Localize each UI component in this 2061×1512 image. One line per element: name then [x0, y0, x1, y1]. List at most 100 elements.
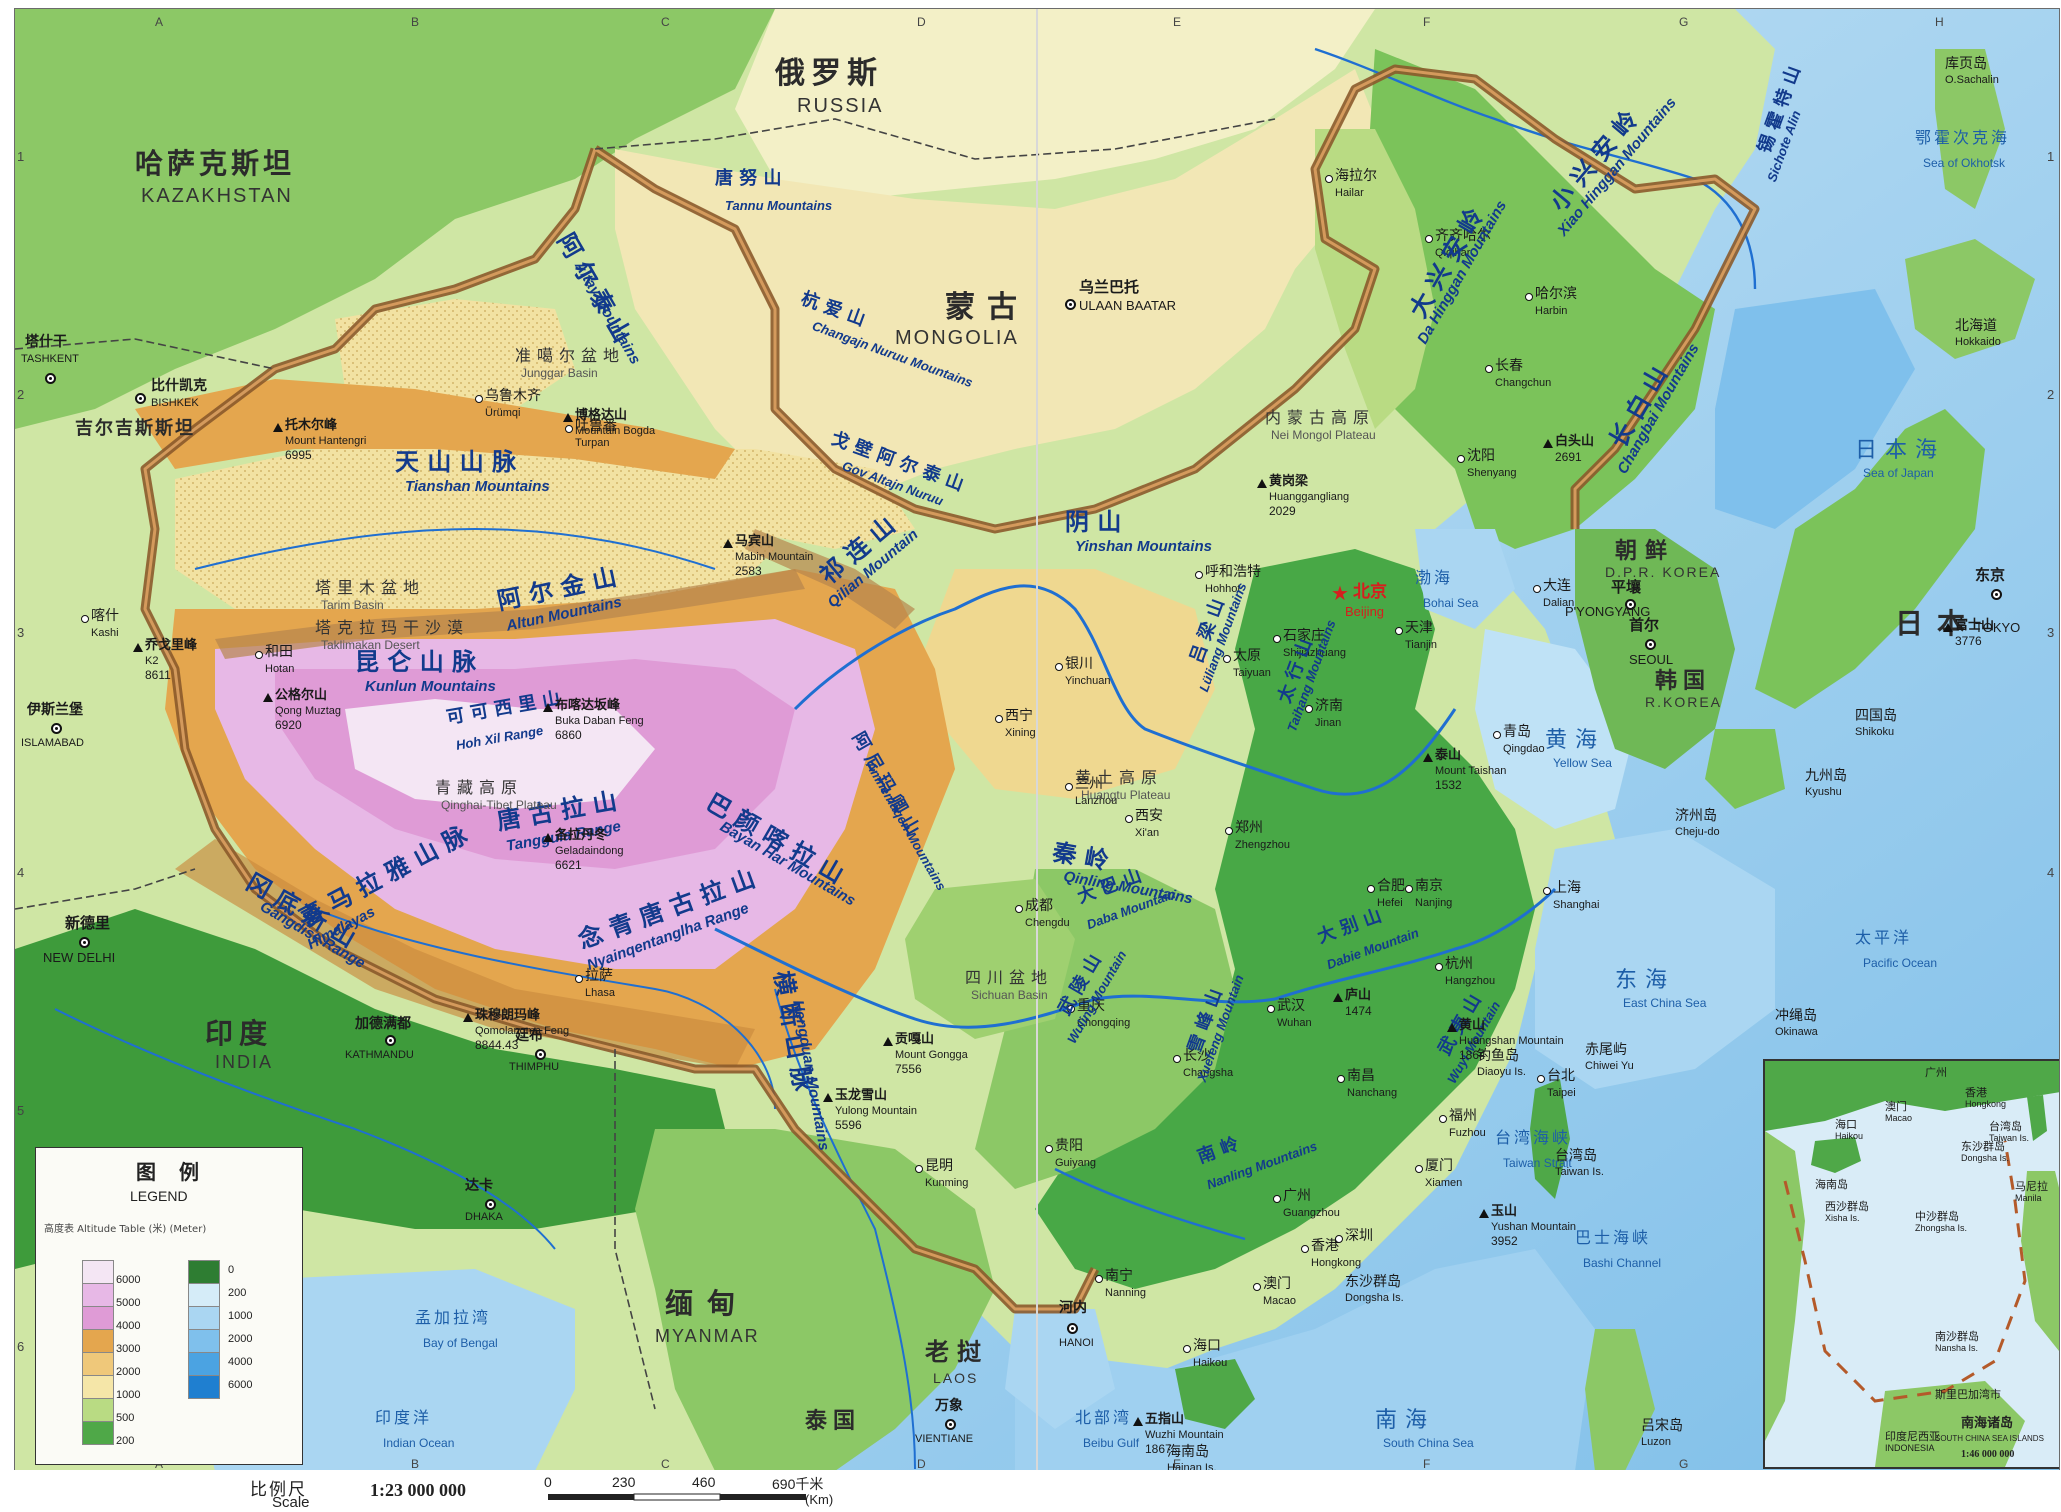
island-label-en: Hokkaido [1955, 336, 2001, 348]
city-label: 济南 [1315, 698, 1343, 714]
inset-taiwan [2027, 1095, 2047, 1141]
city-label: 太原 [1233, 648, 1261, 664]
sea-label-en: Sea of Okhotsk [1923, 156, 2006, 170]
city-dot [1301, 1245, 1309, 1253]
inset-scale: 1:46 000 000 [1961, 1449, 2015, 1460]
city-label: 郑州 [1235, 820, 1263, 836]
city-label: 和田 [265, 644, 293, 660]
island-label-en: Kyushu [1805, 786, 1842, 798]
grid-column-label: D [917, 1457, 926, 1471]
island-label-en: Chiwei Yu [1585, 1060, 1634, 1072]
basin-label-en: Huangtu Plateau [1081, 788, 1171, 802]
sea-label-en: Sea of Japan [1863, 466, 1934, 480]
legend-swatch [188, 1329, 220, 1353]
legend-value: 2000 [116, 1366, 141, 1378]
city-dot [1395, 627, 1403, 635]
legend-value: 6000 [116, 1274, 141, 1286]
city-dot [1183, 1345, 1191, 1353]
grid-row-label: 4 [2047, 865, 2055, 880]
island-label: 济州岛 [1675, 808, 1717, 824]
peak-elevation: 7556 [895, 1062, 922, 1076]
legend-value: 6000 [228, 1379, 253, 1391]
city-label-en: Wuhan [1277, 1017, 1312, 1029]
legend-swatch [82, 1421, 114, 1445]
country-label-thailand: 泰国 [805, 1408, 862, 1434]
legend-swatch [82, 1398, 114, 1422]
inset-label-en: Xisha Is. [1825, 1213, 1860, 1223]
country-label-mongolia: 蒙古 [945, 290, 1029, 325]
city-label-en: Hangzhou [1445, 975, 1496, 987]
capital-label-dhaka-en: DHAKA [465, 1211, 503, 1223]
loess-plateau [925, 569, 1215, 799]
scale-ratio: 1:23 000 000 [370, 1480, 466, 1500]
grid-column-label: C [661, 1457, 670, 1471]
peak-label-en: Mount Gongga [895, 1049, 968, 1061]
city-label: 西安 [1135, 808, 1163, 824]
country-label-rkorea-en: R.KOREA [1645, 694, 1723, 710]
grid-column-label: B [411, 15, 420, 29]
north-lowland [15, 9, 775, 429]
scale-tick-0: 0 [544, 1474, 552, 1490]
tarim-river [194, 527, 716, 570]
city-label-en: Taiyuan [1233, 667, 1271, 679]
city-dot [575, 975, 583, 983]
legend-altitude-title: 高度表 Altitude Table (米) (Meter) [44, 1224, 207, 1235]
city-label: 海口 [1193, 1338, 1221, 1354]
city-label-en: Dalian [1543, 597, 1575, 609]
peak-triangle-icon [1133, 1417, 1143, 1426]
inset-label: 澳门 [1885, 1100, 1907, 1113]
inset-title-en: SOUTH CHINA SEA ISLANDS [1935, 1434, 2044, 1443]
legend-value: 1000 [228, 1310, 253, 1322]
capital-label-hanoi-en: HANOI [1059, 1337, 1094, 1349]
city-label-en: Lanzhou [1075, 795, 1118, 807]
capital-label-vientiane: 万象 [935, 1398, 963, 1414]
city-label: 青岛 [1503, 724, 1531, 740]
city-dot [565, 425, 573, 433]
city-label-en: Qingdao [1503, 743, 1545, 755]
city-label-en: Taipei [1547, 1087, 1576, 1099]
city-label: 贵阳 [1055, 1138, 1083, 1154]
city-label: 天津 [1405, 620, 1433, 636]
basin-label-en: Qinghai-Tibet Plateau [441, 798, 557, 812]
city-label: 沈阳 [1467, 448, 1495, 464]
scale-tick-2: 460 [692, 1474, 716, 1490]
peak-elevation: 6995 [285, 448, 312, 462]
grid-row-label: 1 [2047, 149, 2055, 164]
peak-triangle-icon [1333, 993, 1343, 1002]
city-label: 上海 [1553, 880, 1581, 896]
city-dot [915, 1165, 923, 1173]
country-label-india-en: INDIA [215, 1052, 274, 1072]
capital-dot-thimphu [535, 1049, 546, 1060]
inset-label: 西沙群岛 [1825, 1200, 1869, 1213]
inset-land-china [1765, 1061, 2059, 1131]
island-label-en: O.Sachalin [1945, 74, 1999, 86]
legend-swatch [188, 1260, 220, 1284]
peak-label: 布喀达坂峰 [555, 698, 621, 713]
inset-map [1765, 1061, 2059, 1467]
capital-label-thimphu: 廷布 [515, 1028, 543, 1044]
city-label-en: Nanjing [1415, 897, 1453, 909]
city-label: 台北 [1547, 1068, 1575, 1084]
grid-column-label: F [1423, 15, 1431, 29]
capital-dot-tokyo [1991, 589, 2002, 600]
grid-column-label: E [1173, 1457, 1182, 1471]
city-label: 福州 [1449, 1108, 1477, 1124]
sea-label: 南海 [1375, 1408, 1436, 1433]
qilian-ridge [745, 529, 915, 629]
south-china-sea-inset: 广州 香港 Hongkong 澳门 Macao 海口 Haikou 海南岛 台湾岛 Taiwan … [1763, 1059, 2059, 1469]
peak-elevation: 3952 [1491, 1234, 1518, 1248]
beibu-gulf [1005, 1309, 1115, 1429]
country-label-myanmar-en: MYANMAR [655, 1326, 760, 1346]
junggar-basin [335, 299, 575, 409]
mekong-river [774, 988, 916, 1470]
legend-value: 4000 [228, 1356, 253, 1368]
heilong-river [1314, 47, 1757, 290]
city-label-en: Nanchang [1347, 1087, 1398, 1099]
city-dot [1543, 887, 1551, 895]
island-label: 北海道 [1955, 318, 1997, 334]
indochina [635, 1129, 995, 1471]
city-dot [1267, 1005, 1275, 1013]
peak-label-en: Mount Taishan [1435, 765, 1507, 777]
capital-label-dhaka: 达卡 [465, 1178, 493, 1194]
